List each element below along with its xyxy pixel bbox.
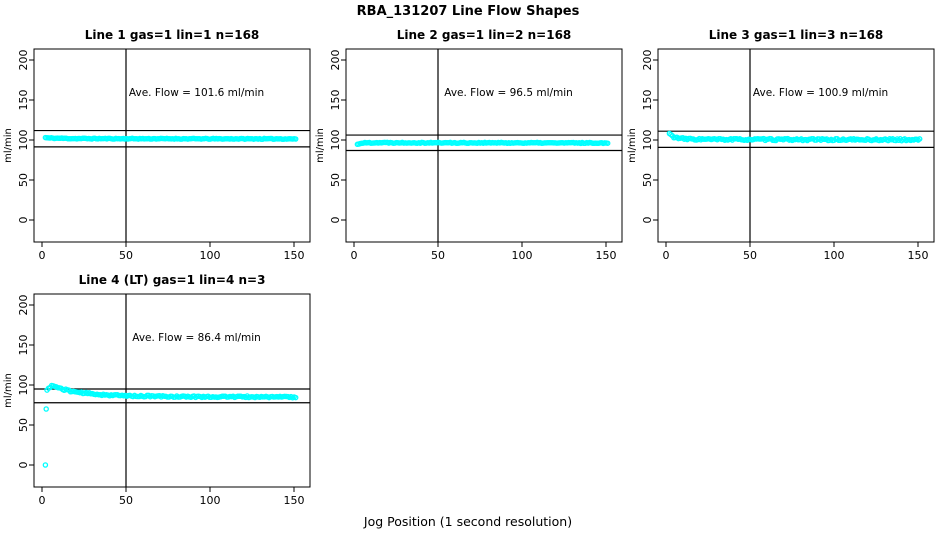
panel-1-chart: Line 1 gas=1 lin=1 n=168 0 50 100 150 0 50 100 1… xyxy=(3,28,311,262)
y-tick-label: 50 xyxy=(329,173,342,187)
y-tick-label: 150 xyxy=(17,335,30,356)
y-tick-label: 150 xyxy=(17,90,30,111)
panel-3-x-axis: 0 50 100 150 xyxy=(663,242,929,262)
panel-slot-2: Line 2 gas=1 lin=2 n=168 0 50 100 150 0 50 100 1… xyxy=(312,22,624,267)
y-tick-label: 100 xyxy=(17,375,30,396)
panel-1-y-axis: 0 50 100 150 200 xyxy=(17,50,34,224)
panel-1-ave-flow-annotation: Ave. Flow = 101.6 ml/min xyxy=(129,87,264,99)
panel-1-plot-box xyxy=(33,48,311,243)
y-tick-label: 100 xyxy=(17,130,30,151)
y-tick-label: 50 xyxy=(17,173,30,187)
panel-1-x-axis: 0 50 100 150 xyxy=(39,242,305,262)
panel-3-ylabel: ml/min xyxy=(627,128,638,163)
panel-slot-1: Line 1 gas=1 lin=1 n=168 0 50 100 150 0 50 100 1… xyxy=(0,22,312,267)
panel-2-ylabel: ml/min xyxy=(315,128,326,163)
y-tick-label: 0 xyxy=(17,462,30,469)
panel-2-ave-flow-annotation: Ave. Flow = 96.5 ml/min xyxy=(444,87,573,99)
panel-2-y-axis: 0 50 100 150 200 xyxy=(329,50,346,224)
x-tick-label: 50 xyxy=(431,249,445,262)
panel-2-x-axis: 0 50 100 150 xyxy=(351,242,617,262)
panel-1-reference-lines xyxy=(34,49,310,242)
panel-2-reference-lines xyxy=(346,49,622,242)
x-tick-label: 0 xyxy=(39,494,46,507)
x-tick-label: 100 xyxy=(200,494,221,507)
panel-3-plot-box xyxy=(657,48,935,243)
panel-1-data-points xyxy=(42,134,299,142)
y-tick-label: 100 xyxy=(329,130,342,151)
y-tick-label: 100 xyxy=(641,130,654,151)
x-tick-label: 0 xyxy=(663,249,670,262)
panel-3-reference-lines xyxy=(658,49,934,242)
main-title: RBA_131207 Line Flow Shapes xyxy=(356,4,580,19)
panel-4-chart: Line 4 (LT) gas=1 lin=4 n=3 0 50 100 150 0 50 1… xyxy=(3,273,311,507)
panel-4-ave-flow-annotation: Ave. Flow = 86.4 ml/min xyxy=(132,332,261,344)
x-tick-label: 150 xyxy=(284,494,305,507)
panel-4-x-axis: 0 50 100 150 xyxy=(39,487,305,507)
x-tick-label: 50 xyxy=(743,249,757,262)
x-tick-label: 100 xyxy=(200,249,221,262)
y-tick-label: 200 xyxy=(641,50,654,71)
panel-4-title: Line 4 (LT) gas=1 lin=4 n=3 xyxy=(79,273,266,287)
x-tick-label: 50 xyxy=(119,494,133,507)
panel-slot-4: Line 4 (LT) gas=1 lin=4 n=3 0 50 100 150 0 50 1… xyxy=(0,267,312,512)
y-tick-label: 0 xyxy=(329,217,342,224)
x-axis-label: Jog Position (1 second resolution) xyxy=(363,514,573,529)
panel-1-ylabel: ml/min xyxy=(3,128,14,163)
panel-3-ave-flow-annotation: Ave. Flow = 100.9 ml/min xyxy=(753,87,888,99)
y-tick-label: 200 xyxy=(17,50,30,71)
y-tick-label: 150 xyxy=(329,90,342,111)
panel-2-chart: Line 2 gas=1 lin=2 n=168 0 50 100 150 0 50 100 1… xyxy=(315,28,623,262)
panel-4-data-points xyxy=(42,382,299,468)
panel-slot-3: Line 3 gas=1 lin=3 n=168 0 50 100 150 0 50 100 1… xyxy=(624,22,936,267)
x-tick-label: 100 xyxy=(824,249,845,262)
panel-1-title: Line 1 gas=1 lin=1 n=168 xyxy=(85,28,260,42)
x-tick-label: 150 xyxy=(284,249,305,262)
y-tick-label: 50 xyxy=(17,418,30,432)
x-tick-label: 150 xyxy=(596,249,617,262)
panel-slot-empty-1 xyxy=(312,267,624,512)
panel-4-reference-lines xyxy=(34,294,310,487)
charts-grid: Line 1 gas=1 lin=1 n=168 0 50 100 150 0 50 100 1… xyxy=(0,22,936,512)
outlier-point xyxy=(42,462,49,468)
panel-3-data-points xyxy=(666,130,923,144)
panel-3-chart: Line 3 gas=1 lin=3 n=168 0 50 100 150 0 50 100 1… xyxy=(627,28,935,262)
x-tick-label: 100 xyxy=(512,249,533,262)
y-tick-label: 0 xyxy=(641,217,654,224)
x-tick-label: 0 xyxy=(39,249,46,262)
x-tick-label: 0 xyxy=(351,249,358,262)
panel-4-ylabel: ml/min xyxy=(3,373,14,408)
y-tick-label: 200 xyxy=(17,295,30,316)
panel-4-plot-box xyxy=(33,293,311,488)
x-tick-label: 50 xyxy=(119,249,133,262)
y-tick-label: 200 xyxy=(329,50,342,71)
panel-slot-empty-2 xyxy=(624,267,936,512)
y-tick-label: 150 xyxy=(641,90,654,111)
panel-2-data-points xyxy=(354,139,611,148)
outlier-point xyxy=(43,406,49,412)
x-tick-label: 150 xyxy=(908,249,929,262)
panel-4-y-axis: 0 50 100 150 200 xyxy=(17,295,34,469)
panel-2-title: Line 2 gas=1 lin=2 n=168 xyxy=(397,28,572,42)
panel-3-y-axis: 0 50 100 150 200 xyxy=(641,50,658,224)
y-tick-label: 50 xyxy=(641,173,654,187)
y-tick-label: 0 xyxy=(17,217,30,224)
panel-3-title: Line 3 gas=1 lin=3 n=168 xyxy=(709,28,884,42)
panel-2-plot-box xyxy=(345,48,623,243)
